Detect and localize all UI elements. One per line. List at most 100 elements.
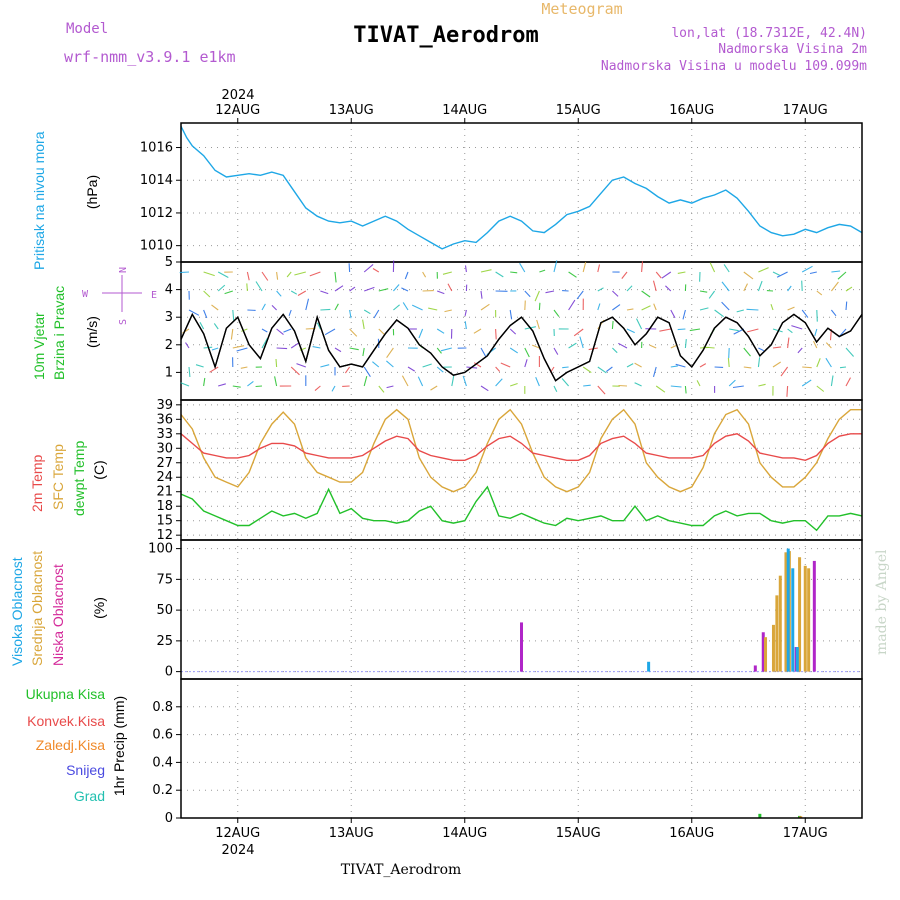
pressure-ylabel: Pritisak na nivou mora bbox=[31, 131, 47, 270]
precip-legend-graupel: Grad bbox=[74, 788, 105, 804]
wind-arrow bbox=[261, 338, 268, 349]
wind-arrow bbox=[480, 385, 489, 392]
wind-arrow bbox=[422, 271, 427, 278]
wind-arrow bbox=[845, 301, 848, 311]
wind-arrow bbox=[568, 299, 576, 311]
temperature-ytick-label: 18 bbox=[156, 499, 173, 514]
wind-arrow bbox=[561, 378, 570, 387]
plot-layer: 1010101210141016123451215182124273033363… bbox=[140, 103, 863, 841]
wind-arrow bbox=[736, 309, 744, 313]
cloud-high-ylabel: Visoka Oblacnost bbox=[9, 557, 25, 666]
wind-arrow bbox=[510, 382, 518, 387]
clouds-bar-cloud_mid bbox=[775, 595, 779, 672]
wind-arrow bbox=[816, 309, 818, 322]
wind-arrow bbox=[213, 323, 219, 330]
wind-arrow bbox=[362, 319, 365, 330]
x-tick-label-top: 12AUG bbox=[215, 103, 260, 118]
wind-arrow bbox=[261, 271, 269, 281]
wind-arrow bbox=[573, 328, 584, 337]
wind-arrow bbox=[655, 271, 662, 279]
dewpt-ylabel: dewpt Temp bbox=[71, 441, 87, 516]
temperature-frame bbox=[180, 399, 863, 541]
wind-arrow bbox=[428, 307, 438, 311]
temp-sfc-ylabel: SFC Temp bbox=[50, 444, 66, 510]
precip-frame bbox=[180, 678, 863, 819]
wind-arrow bbox=[757, 280, 763, 292]
wind-arrow bbox=[442, 271, 452, 275]
wind-arrow bbox=[814, 328, 818, 337]
compass-west-label: W bbox=[82, 289, 89, 300]
wind-arrow bbox=[612, 347, 618, 354]
wind-arrow bbox=[524, 347, 530, 358]
wind-ytick-label: 4 bbox=[165, 283, 173, 298]
wind-arrow bbox=[444, 309, 452, 313]
wind-arrow bbox=[612, 304, 621, 311]
wind-arrow bbox=[275, 358, 278, 368]
panel-wind: 1 2 3 4 5 bbox=[165, 255, 863, 401]
wind-arrow bbox=[675, 363, 686, 368]
wind-arrow bbox=[538, 302, 541, 311]
wind-arrow bbox=[246, 271, 250, 281]
wind-direction-arrows bbox=[179, 260, 855, 397]
wind-arrow bbox=[185, 342, 190, 349]
precip-legend-freezing: Zaledj.Kisa bbox=[36, 737, 105, 753]
wind-arrow bbox=[634, 382, 642, 387]
wind-arrow bbox=[320, 364, 330, 368]
wind-arrow bbox=[417, 376, 424, 387]
year-top: 2024 bbox=[221, 88, 254, 103]
wind-arrow bbox=[451, 375, 455, 387]
wind-arrow bbox=[509, 309, 513, 320]
wind-ylabel-1: 10m Vjetar bbox=[31, 312, 47, 380]
wind-frame bbox=[180, 261, 863, 401]
wind-arrow bbox=[271, 305, 277, 311]
wind-arrow bbox=[500, 362, 511, 368]
wind-arrow bbox=[684, 339, 687, 349]
wind-arrow bbox=[418, 328, 424, 339]
wind-arrow bbox=[535, 376, 540, 387]
wind-arrow bbox=[230, 328, 234, 340]
wind-arrow bbox=[386, 347, 394, 359]
wind-arrow bbox=[334, 303, 339, 311]
wind-arrow bbox=[480, 269, 492, 273]
wind-arrow bbox=[825, 357, 832, 368]
wind-arrow bbox=[276, 347, 288, 350]
temperature-ytick-label: 27 bbox=[156, 456, 173, 471]
wind-arrow bbox=[232, 309, 235, 321]
wind-arrow bbox=[732, 385, 744, 389]
wind-arrow bbox=[582, 366, 592, 374]
wind-arrow bbox=[670, 365, 678, 368]
wind-arrow bbox=[652, 366, 657, 378]
wind-arrow bbox=[296, 363, 306, 368]
wind-arrow bbox=[531, 344, 540, 349]
x-tick-label-bottom: 16AUG bbox=[669, 826, 714, 841]
wind-arrow bbox=[349, 328, 358, 337]
wind-arrow bbox=[464, 265, 467, 273]
wind-arrow bbox=[576, 290, 584, 300]
wind-arrow bbox=[411, 304, 423, 311]
wind-arrow bbox=[830, 375, 834, 387]
wind-arrow bbox=[297, 290, 307, 296]
wind-arrow bbox=[787, 285, 792, 292]
wind-arrow bbox=[386, 385, 394, 389]
wind-arrow bbox=[241, 328, 248, 332]
wind-arrow bbox=[217, 284, 226, 292]
wind-arrow bbox=[320, 290, 329, 295]
wind-arrow bbox=[597, 287, 604, 292]
wind-arrow bbox=[772, 346, 782, 349]
wind-arrow bbox=[699, 307, 709, 311]
wind-arrow bbox=[430, 385, 438, 391]
wind-arrow bbox=[845, 377, 851, 387]
cloud-mid-ylabel: Srednja Oblacnost bbox=[29, 551, 45, 666]
pressure-ytick-label: 1012 bbox=[140, 206, 173, 221]
wind-arrow bbox=[436, 347, 442, 354]
wind-arrow bbox=[203, 309, 208, 319]
wind-arrow bbox=[305, 298, 310, 311]
wind-arrow bbox=[316, 322, 321, 330]
wind-arrow bbox=[770, 304, 774, 311]
wind-arrow bbox=[802, 366, 812, 369]
wind-arrow bbox=[440, 347, 452, 352]
wind-arrow bbox=[290, 290, 298, 295]
wind-compass: W E N S bbox=[82, 267, 157, 325]
wind-arrow bbox=[772, 328, 783, 333]
